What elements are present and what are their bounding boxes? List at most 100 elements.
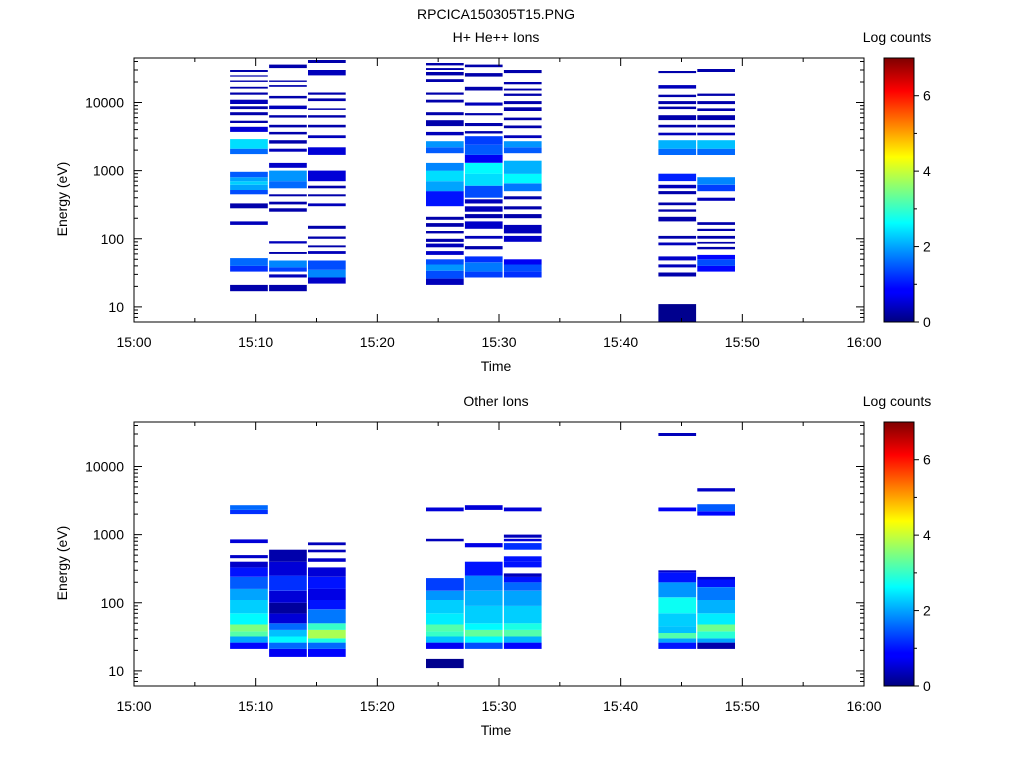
spectrogram-cell [426,624,464,632]
spectrogram-cell [426,270,464,279]
panel-title: H+ He++ Ions [453,29,540,45]
spectrogram-cell [269,95,307,99]
spectrogram-cell [503,183,542,192]
spectrogram-cell [308,623,346,630]
spectrogram-cell [503,271,542,278]
spectrogram-cell [503,543,542,550]
spectrogram-cell [697,241,735,244]
spectrogram-cell [230,284,268,292]
spectrogram-cell [269,131,307,135]
colorbar-axis: 0 2 4 6 [914,452,931,694]
spectrogram-cell [230,75,268,77]
spectrogram-cell [426,191,464,207]
spectrogram-cell [269,181,307,189]
spectrogram-cell [308,225,346,229]
spectrogram-cell [464,123,503,127]
spectrogram-cell [230,624,268,632]
spectrogram-bands [230,60,735,322]
spectrogram-cell [658,572,697,583]
spectrogram-cell [464,136,503,145]
x-tick-label: 15:50 [725,698,760,714]
h-he-ions-panel: H+ He++ Ions 15:00 15:10 15:20 15:30 15:40 15… [54,29,931,374]
spectrogram-cell [503,160,542,174]
spectrogram-cell [658,124,697,128]
spectrogram-cell [658,115,697,121]
spectrogram-cell [503,605,542,624]
spectrogram-cell [697,93,735,96]
spectrogram-cell [426,147,464,154]
y-tick-label: 10 [108,663,124,679]
spectrogram-cell [230,203,268,209]
spectrogram-cell [464,113,503,116]
spectrogram-cell [308,92,346,95]
y-axis-label: Energy (eV) [54,162,70,237]
spectrogram-cell [308,245,346,248]
x-tick-label: 15:10 [238,334,273,350]
spectrogram-cell [230,265,268,272]
spectrogram-cell [269,64,307,69]
spectrogram-cell [697,177,735,185]
spectrogram-cell [230,99,268,104]
spectrogram-cell [658,132,697,136]
spectrogram-cell [269,140,307,144]
spectrogram-cell [308,629,346,639]
spectrogram-cell [464,154,503,163]
spectrogram-cell [503,141,542,148]
spectrogram-cell [426,99,464,103]
spectrogram-cell [697,197,735,201]
spectrogram-cell [426,181,464,192]
spectrogram-cell [308,108,346,110]
spectrogram-cell [230,139,268,149]
spectrogram-cell [230,588,268,600]
spectrogram-cell [503,507,542,512]
spectrogram-cell [269,194,307,197]
x-tick-label: 15:00 [116,698,151,714]
spectrogram-cell [503,107,542,111]
spectrogram-cell [658,140,697,149]
spectrogram-cell [658,71,697,74]
spectrogram-cell [464,64,503,68]
spectrogram-cell [269,613,307,624]
spectrogram-cell [464,221,503,229]
spectrogram-cell [269,162,307,168]
spectrogram-cell [269,148,307,152]
spectrogram-cell [697,108,735,111]
spectrogram-cell [426,251,464,255]
spectrogram-cell [308,194,346,197]
spectrogram-cell [503,534,542,538]
spectrogram-cell [658,304,697,322]
spectrogram-cell [503,214,542,219]
spectrogram-cell [658,101,697,105]
spectrogram-cell [464,575,503,591]
spectrogram-cell [697,638,735,643]
spectrogram-cell [697,624,735,632]
spectrogram-cell [658,202,697,206]
colorbar-tick-label: 2 [923,239,931,255]
spectrogram-cell [269,623,307,630]
spectrogram-cell [230,561,268,568]
x-tick-label: 15:50 [725,334,760,350]
colorbar-axis: 0 2 4 6 [914,88,931,330]
spectrogram-cell [658,256,697,261]
y-tick-label: 10000 [85,459,124,475]
spectrogram-cell [269,267,307,272]
spectrogram-cell [697,148,735,155]
spectrogram-bands [230,433,735,669]
spectrogram-cell [658,433,697,436]
spectrogram-cell [230,555,268,559]
y-axis: 10 100 1000 10000 [85,60,864,323]
spectrogram-cell [658,106,697,110]
spectrogram-cell [426,599,464,614]
colorbar-tick-label: 6 [923,452,931,468]
spectrogram-cell [697,613,735,625]
spectrogram-cell [269,549,307,562]
spectrogram-cell [230,221,268,225]
spectrogram-cell [503,636,542,643]
spectrogram-cell [658,242,697,246]
spectrogram-cell [426,636,464,643]
spectrogram-cell [697,140,735,149]
spectrogram-cell [503,135,542,139]
y-tick-label: 100 [101,595,125,611]
spectrogram-cell [697,576,735,580]
spectrogram-cell [503,88,542,91]
